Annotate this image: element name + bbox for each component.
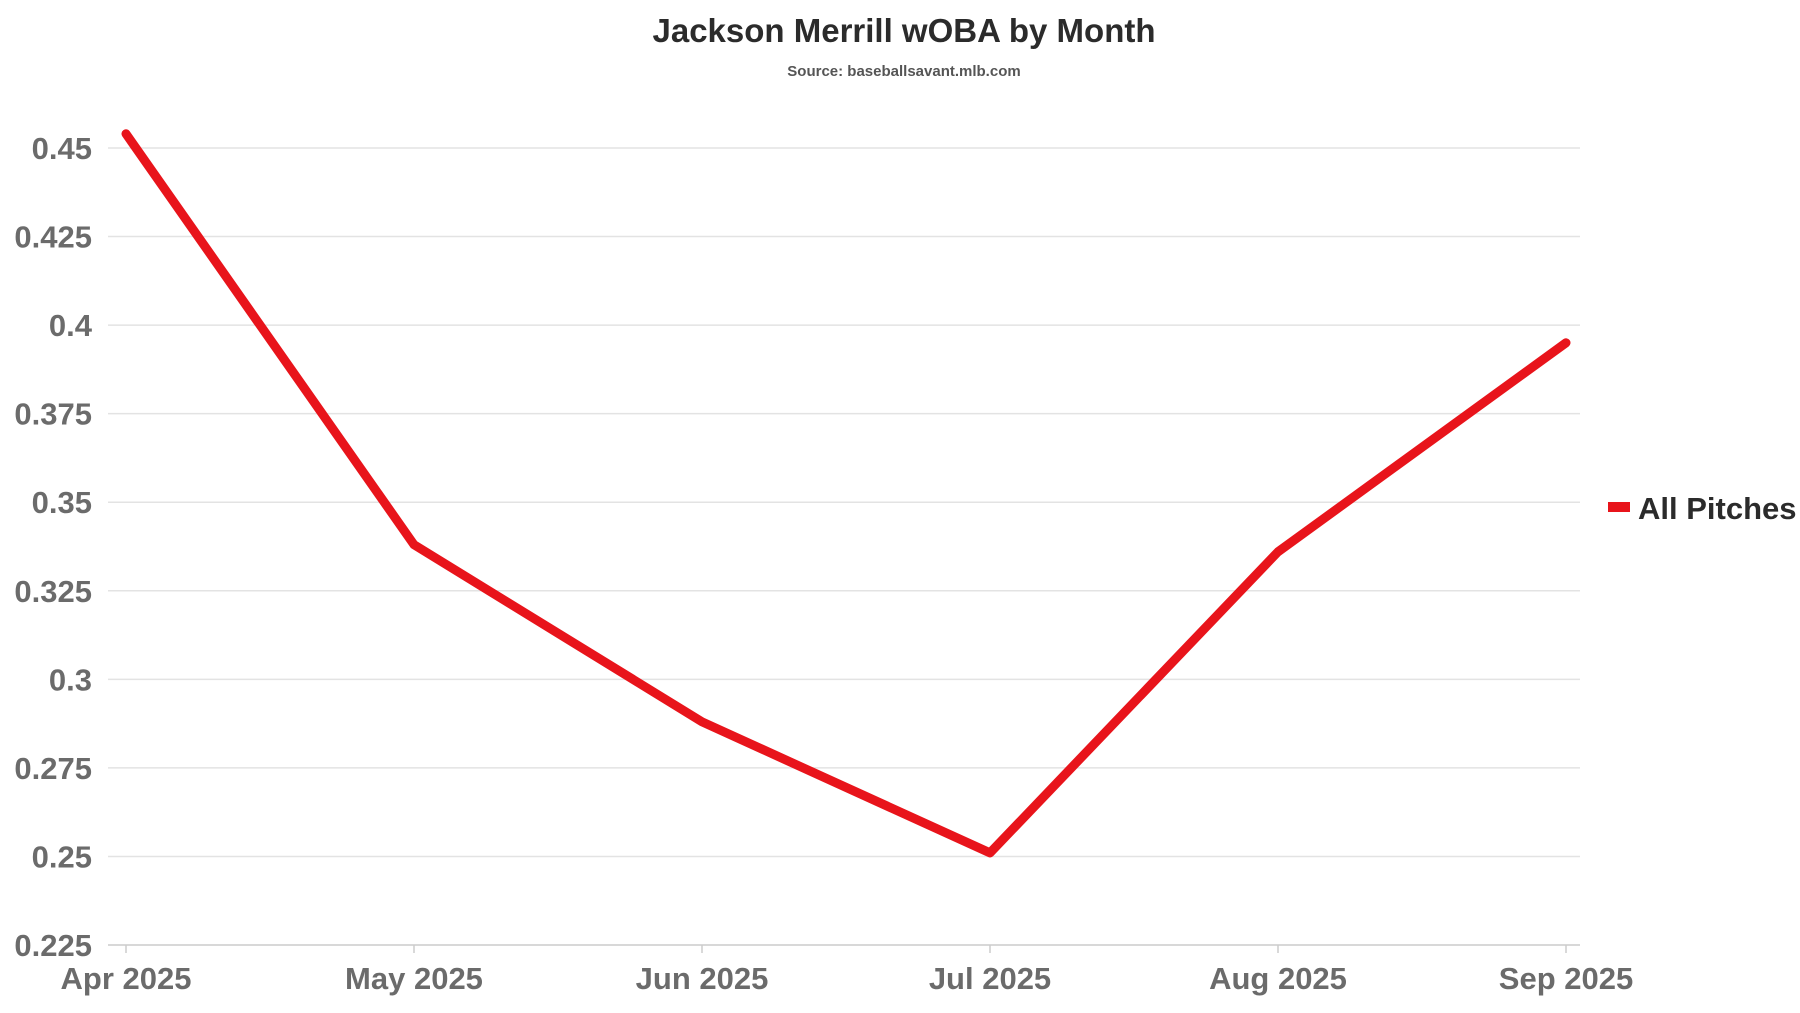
y-tick-label: 0.25 [32, 839, 92, 874]
y-tick-label: 0.375 [14, 397, 92, 432]
legend-label: All Pitches [1638, 491, 1797, 526]
legend[interactable]: All Pitches [1608, 491, 1797, 526]
gridlines [108, 147, 1580, 946]
y-tick-label: 0.45 [32, 131, 92, 166]
y-tick-label: 0.4 [49, 308, 93, 343]
x-tick-label: Aug 2025 [1209, 961, 1347, 996]
y-tick-label: 0.3 [49, 662, 92, 697]
y-tick-label: 0.325 [14, 574, 92, 609]
x-tick-label: Sep 2025 [1499, 961, 1633, 996]
y-tick-label: 0.425 [14, 220, 92, 255]
y-axis-tick-labels: 0.225 0.25 0.275 0.3 0.325 0.35 0.375 0.4 0.425 0… [14, 131, 92, 963]
y-tick-label: 0.275 [14, 751, 92, 786]
series-lines [121, 129, 1571, 858]
y-tick-label: 0.35 [32, 485, 92, 520]
x-axis: Apr 2025 May 2025 Jun 2025 Jul 2025 Aug 2025… [61, 945, 1633, 996]
x-tick-label: Jun 2025 [636, 961, 769, 996]
legend-swatch [1608, 502, 1630, 512]
x-tick-label: Apr 2025 [61, 961, 192, 996]
chart-title: Jackson Merrill wOBA by Month [652, 12, 1155, 49]
series-line-all-pitches [121, 129, 1571, 858]
x-tick-label: May 2025 [345, 961, 483, 996]
x-tick-label: Jul 2025 [929, 961, 1051, 996]
y-tick-label: 0.225 [14, 928, 92, 963]
chart-subtitle: Source: baseballsavant.mlb.com [787, 63, 1020, 80]
